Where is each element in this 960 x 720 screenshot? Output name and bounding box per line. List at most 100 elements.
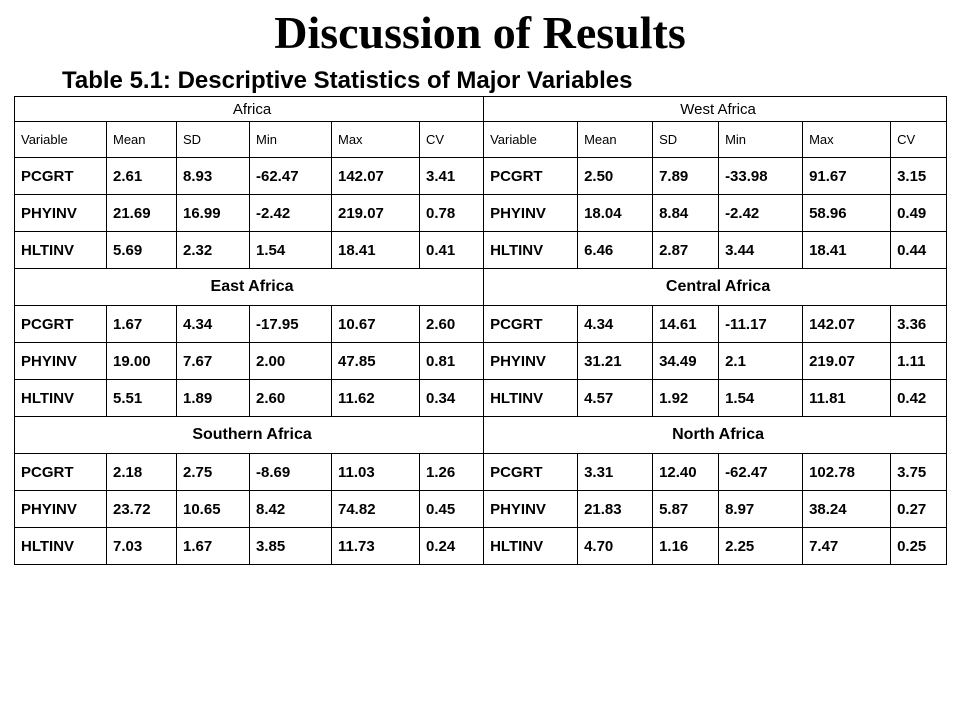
- value-cell: 2.50: [577, 157, 654, 195]
- region-label: North Africa: [483, 416, 948, 454]
- column-header: SD: [652, 121, 720, 158]
- column-header: Min: [249, 121, 332, 158]
- value-cell: 1.16: [652, 527, 720, 565]
- variable-cell: PHYINV: [483, 490, 579, 528]
- region-label: West Africa: [483, 96, 948, 122]
- value-cell: 1.89: [176, 379, 250, 417]
- variable-cell: PHYINV: [483, 194, 579, 232]
- value-cell: -33.98: [718, 157, 804, 195]
- variable-cell: HLTINV: [14, 527, 107, 565]
- value-cell: 4.34: [176, 305, 250, 343]
- column-header: Variable: [14, 121, 107, 158]
- value-cell: -8.69: [249, 453, 332, 491]
- column-header: CV: [418, 121, 485, 158]
- value-cell: 11.73: [331, 527, 420, 565]
- value-cell: 58.96: [802, 194, 892, 232]
- variable-cell: PHYINV: [14, 342, 107, 380]
- value-cell: 3.31: [577, 453, 654, 491]
- value-cell: 6.46: [577, 231, 654, 269]
- value-cell: 23.72: [106, 490, 177, 528]
- value-cell: 0.81: [418, 342, 485, 380]
- variable-cell: PCGRT: [483, 305, 579, 343]
- column-header: SD: [176, 121, 250, 158]
- variable-cell: PCGRT: [14, 305, 107, 343]
- variable-cell: PHYINV: [14, 194, 107, 232]
- column-header: CV: [890, 121, 948, 158]
- value-cell: 0.41: [418, 231, 485, 269]
- value-cell: 219.07: [802, 342, 892, 380]
- value-cell: 219.07: [331, 194, 420, 232]
- value-cell: 8.97: [718, 490, 804, 528]
- value-cell: 0.49: [890, 194, 948, 232]
- variable-cell: HLTINV: [483, 527, 579, 565]
- value-cell: 2.1: [718, 342, 804, 380]
- column-header: Max: [802, 121, 892, 158]
- variable-cell: PHYINV: [14, 490, 107, 528]
- region-header-row: East Africa Central Africa: [13, 268, 948, 306]
- value-cell: 0.78: [418, 194, 485, 232]
- slide-title: Discussion of Results: [274, 7, 686, 58]
- value-cell: 47.85: [331, 342, 420, 380]
- table-row: HLTINV 7.03 1.67 3.85 11.73 0.24 HLTINV 4.70 1.1…: [14, 527, 948, 565]
- value-cell: 1.54: [718, 379, 804, 417]
- value-cell: 2.18: [106, 453, 177, 491]
- value-cell: 8.93: [176, 157, 250, 195]
- value-cell: 102.78: [802, 453, 892, 491]
- value-cell: 142.07: [331, 157, 420, 195]
- variable-cell: HLTINV: [14, 231, 107, 269]
- value-cell: 4.34: [577, 305, 654, 343]
- table-row: PCGRT 1.67 4.34 -17.95 10.67 2.60 PCGRT 4.34 14.…: [14, 305, 948, 343]
- value-cell: 10.65: [176, 490, 250, 528]
- value-cell: 11.62: [331, 379, 420, 417]
- value-cell: 38.24: [802, 490, 892, 528]
- value-cell: -62.47: [249, 157, 332, 195]
- value-cell: 21.69: [106, 194, 177, 232]
- value-cell: 10.67: [331, 305, 420, 343]
- value-cell: 0.25: [890, 527, 948, 565]
- value-cell: -2.42: [718, 194, 804, 232]
- value-cell: 2.25: [718, 527, 804, 565]
- value-cell: 142.07: [802, 305, 892, 343]
- value-cell: 34.49: [652, 342, 720, 380]
- table-row: HLTINV 5.69 2.32 1.54 18.41 0.41 HLTINV 6.46 2.8…: [14, 231, 948, 269]
- variable-cell: HLTINV: [483, 231, 579, 269]
- value-cell: 3.85: [249, 527, 332, 565]
- value-cell: 0.27: [890, 490, 948, 528]
- variable-cell: PHYINV: [483, 342, 579, 380]
- column-header: Min: [718, 121, 804, 158]
- column-header: Mean: [106, 121, 177, 158]
- region-label: Southern Africa: [13, 416, 485, 454]
- value-cell: 0.34: [418, 379, 485, 417]
- value-cell: 3.41: [418, 157, 485, 195]
- value-cell: 8.84: [652, 194, 720, 232]
- value-cell: 7.47: [802, 527, 892, 565]
- column-header: Mean: [577, 121, 654, 158]
- value-cell: 3.15: [890, 157, 948, 195]
- variable-cell: PCGRT: [483, 157, 579, 195]
- value-cell: -11.17: [718, 305, 804, 343]
- value-cell: 0.24: [418, 527, 485, 565]
- table-row: PCGRT 2.61 8.93 -62.47 142.07 3.41 PCGRT 2.50 7.…: [14, 157, 948, 195]
- value-cell: 4.57: [577, 379, 654, 417]
- value-cell: 11.81: [802, 379, 892, 417]
- value-cell: 31.21: [577, 342, 654, 380]
- value-cell: 2.87: [652, 231, 720, 269]
- value-cell: 1.54: [249, 231, 332, 269]
- region-label: Central Africa: [483, 268, 948, 306]
- value-cell: 0.45: [418, 490, 485, 528]
- value-cell: 18.41: [802, 231, 892, 269]
- table-caption: Table 5.1: Descriptive Statistics of Maj…: [62, 67, 633, 94]
- value-cell: 11.03: [331, 453, 420, 491]
- value-cell: 91.67: [802, 157, 892, 195]
- variable-cell: PCGRT: [14, 453, 107, 491]
- value-cell: 7.67: [176, 342, 250, 380]
- table-row: PHYINV 21.69 16.99 -2.42 219.07 0.78 PHYINV 18.…: [14, 194, 948, 232]
- value-cell: 18.41: [331, 231, 420, 269]
- value-cell: 1.92: [652, 379, 720, 417]
- column-header: Variable: [483, 121, 579, 158]
- column-header-row: Variable Mean SD Min Max CV Variable Mean SD Min M…: [14, 121, 948, 158]
- value-cell: 2.61: [106, 157, 177, 195]
- value-cell: 2.75: [176, 453, 250, 491]
- value-cell: -17.95: [249, 305, 332, 343]
- value-cell: 2.00: [249, 342, 332, 380]
